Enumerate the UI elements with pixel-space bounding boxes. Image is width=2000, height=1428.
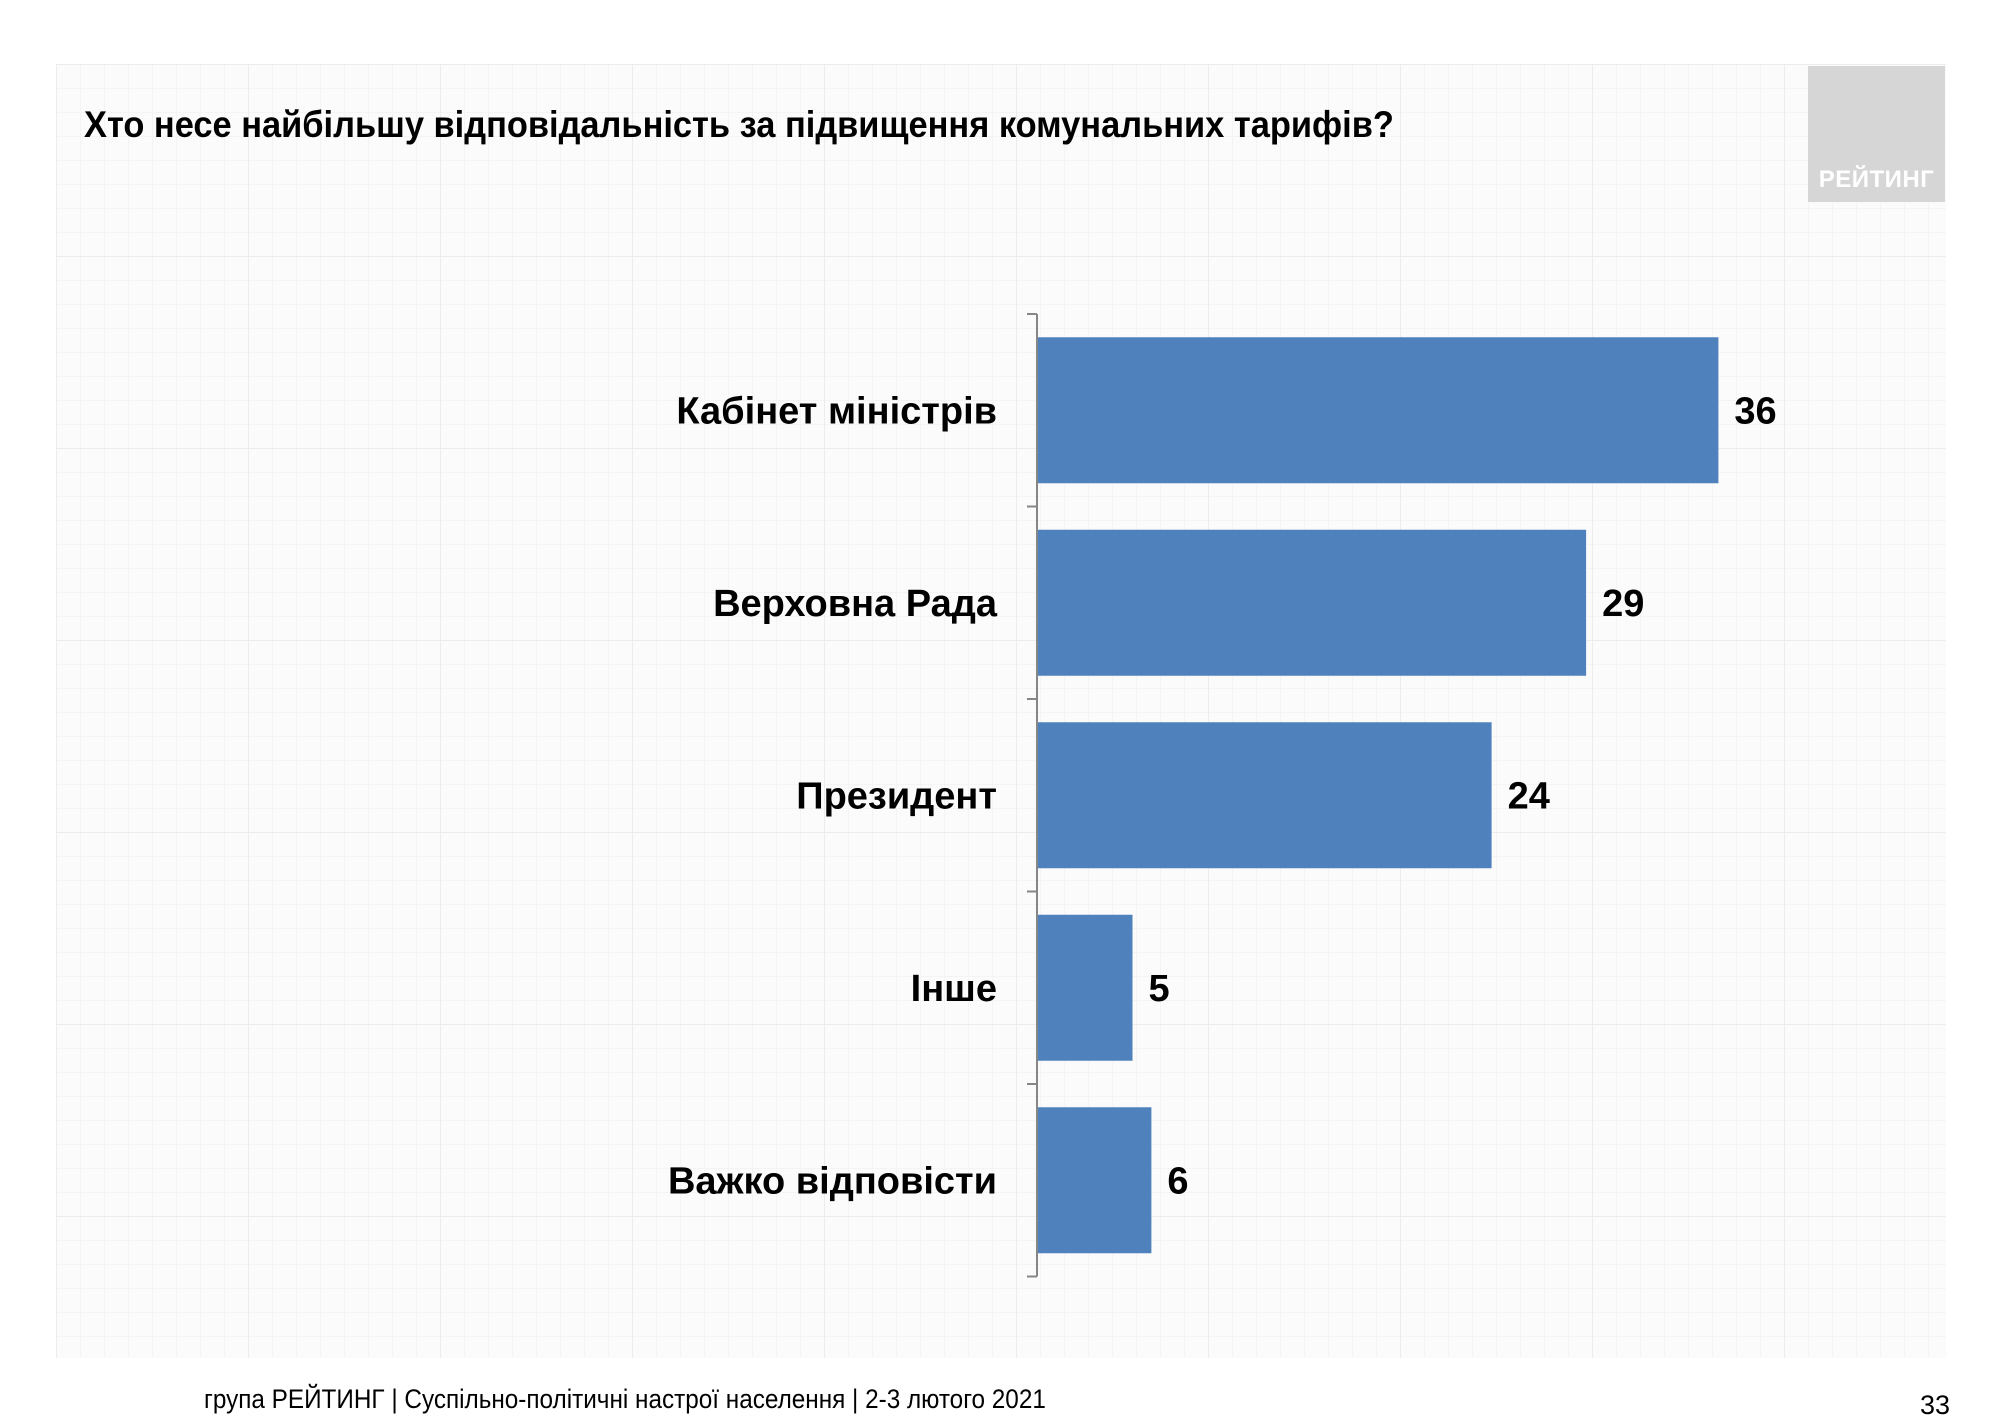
logo-text: РЕЙТИНГ bbox=[1818, 166, 1935, 193]
bar-2 bbox=[1038, 722, 1492, 869]
chart-title: Хто несе найбільшу відповідальність за п… bbox=[84, 104, 1394, 145]
category-label: Інше bbox=[911, 968, 997, 1010]
page-number: 33 bbox=[1920, 1390, 1951, 1420]
data-label: 36 bbox=[1734, 390, 1776, 432]
data-label: 6 bbox=[1167, 1160, 1188, 1202]
bar-0 bbox=[1038, 337, 1719, 484]
bar-3 bbox=[1038, 914, 1133, 1061]
data-label: 29 bbox=[1602, 583, 1644, 625]
category-label: Кабінет міністрів bbox=[676, 390, 997, 432]
data-label: 5 bbox=[1149, 968, 1170, 1010]
category-label: Президент bbox=[796, 775, 997, 817]
footer-text: група РЕЙТИНГ | Суспільно-політичні наст… bbox=[204, 1384, 1046, 1414]
bar-1 bbox=[1038, 529, 1587, 676]
bar-4 bbox=[1038, 1107, 1152, 1254]
data-label: 24 bbox=[1508, 775, 1550, 817]
rating-logo: РЕЙТИНГ bbox=[1808, 66, 1945, 202]
category-label: Важко відповісти bbox=[668, 1160, 997, 1202]
background-grid bbox=[56, 64, 1946, 1358]
category-label: Верховна Рада bbox=[713, 583, 998, 625]
